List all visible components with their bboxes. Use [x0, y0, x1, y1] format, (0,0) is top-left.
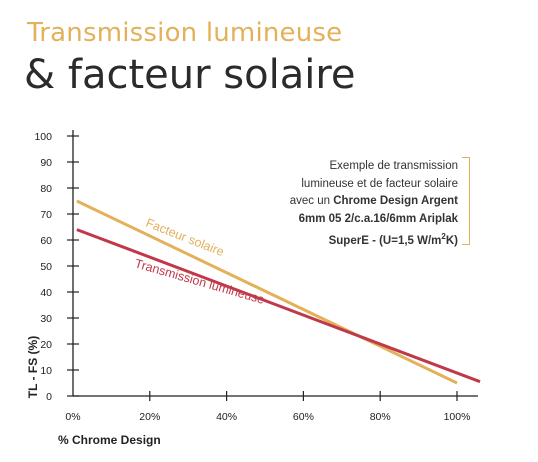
y-tick-label: 0 — [46, 391, 52, 403]
note-line-4-bold: 6mm 05 2/c.a.16/6mm Ariplak — [298, 212, 458, 225]
x-tick-label: 60% — [293, 411, 314, 423]
x-tick-label: 0% — [65, 411, 80, 423]
note-line-4: 6mm 05 2/c.a.16/6mm Ariplak — [255, 211, 458, 229]
series-line-transmission-lumineuse — [76, 228, 481, 384]
x-tick-label: 100% — [444, 411, 471, 423]
x-tick-label: 20% — [139, 411, 160, 423]
y-tick-label: 10 — [40, 365, 52, 377]
note-line-5: SuperE - (U=1,5 W/m2K) — [255, 228, 458, 250]
example-note: Exemple de transmission lumineuse et de … — [255, 158, 458, 250]
note-line-3-prefix: avec un — [289, 195, 334, 207]
y-tick-label: 20 — [40, 339, 52, 351]
y-tick-label: 70 — [40, 209, 52, 221]
y-tick-label: 50 — [40, 261, 52, 273]
x-ticks: 0% 20% 40% 60% 80% 100% — [65, 391, 470, 423]
note-line-5-main: SuperE - (U=1,5 W/m — [328, 234, 442, 247]
series-line-facteur-solaire — [76, 199, 458, 385]
note-line-5-end: K) — [445, 234, 458, 247]
y-tick-label: 30 — [40, 313, 52, 325]
note-line-3-bold: Chrome Design Argent — [333, 195, 458, 207]
note-line-5-sup: 2 — [441, 232, 446, 241]
note-line-2: lumineuse et de facteur solaire — [301, 177, 458, 190]
y-tick-label: 90 — [40, 157, 52, 169]
y-tick-label: 80 — [40, 183, 52, 195]
y-tick-label: 40 — [40, 287, 52, 299]
title-line-1: Transmission lumineuse — [27, 18, 343, 48]
note-line-3: avec un Chrome Design Argent — [255, 193, 458, 211]
series-lines — [76, 199, 481, 385]
y-tick-label: 60 — [40, 235, 52, 247]
note-line-1: Exemple de transmission — [329, 160, 458, 172]
y-axis-label: TL - FS (%) — [26, 336, 40, 398]
x-tick-label: 40% — [216, 411, 237, 423]
title-line-2: & facteur solaire — [24, 52, 356, 98]
y-tick-label: 100 — [34, 131, 52, 143]
note-bracket — [462, 157, 470, 245]
x-tick-label: 80% — [370, 411, 391, 423]
x-axis-label: % Chrome Design — [58, 433, 161, 447]
chart-axes — [72, 130, 478, 397]
y-ticks: 0 10 20 30 40 50 60 70 80 90 100 — [34, 131, 79, 403]
